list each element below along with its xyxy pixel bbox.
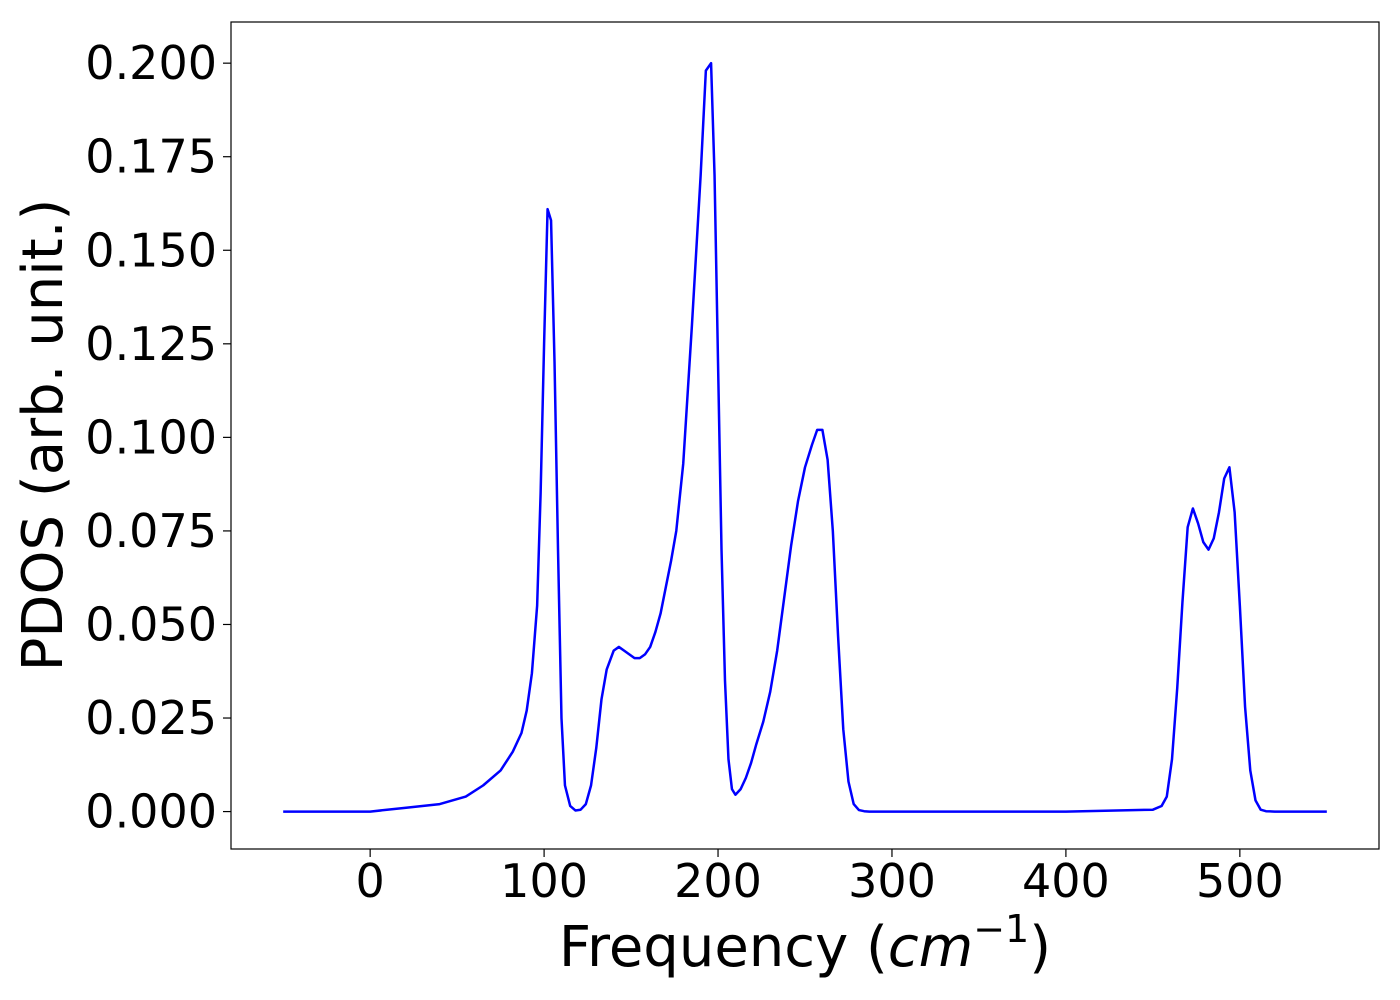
x-axis-label: Frequency (cm−1) [559, 907, 1051, 980]
y-tick-label: 0.175 [85, 130, 217, 184]
x-tick-label: 300 [848, 854, 936, 908]
y-tick-label: 0.150 [85, 223, 217, 277]
y-tick-label: 0.100 [85, 410, 217, 464]
y-tick-label: 0.125 [85, 317, 217, 371]
x-tick-label: 100 [500, 854, 588, 908]
x-axis-unit-exponent: −1 [973, 907, 1029, 951]
y-tick-label: 0.050 [85, 597, 217, 651]
y-axis-label: PDOS (arb. unit.) [11, 199, 76, 672]
y-tick-label: 0.075 [85, 504, 217, 558]
y-axis-ticks: 0.000 0.025 0.050 0.075 0.100 0.125 0.150 0.175… [85, 36, 231, 839]
x-tick-label: 400 [1022, 854, 1110, 908]
y-tick-label: 0.000 [85, 785, 217, 839]
y-tick-label: 0.200 [85, 36, 217, 90]
x-tick-label: 0 [356, 854, 385, 908]
y-tick-label: 0.025 [85, 691, 217, 745]
x-axis-ticks: 0 100 200 300 400 500 [356, 849, 1284, 908]
x-tick-label: 200 [674, 854, 762, 908]
plot-frame [230, 21, 1380, 850]
x-axis-label-text: Frequency [559, 915, 848, 980]
x-axis-unit: cm [888, 915, 973, 980]
series-line [283, 61, 1327, 813]
plot-area [231, 22, 1379, 849]
x-tick-label: 500 [1196, 854, 1284, 908]
